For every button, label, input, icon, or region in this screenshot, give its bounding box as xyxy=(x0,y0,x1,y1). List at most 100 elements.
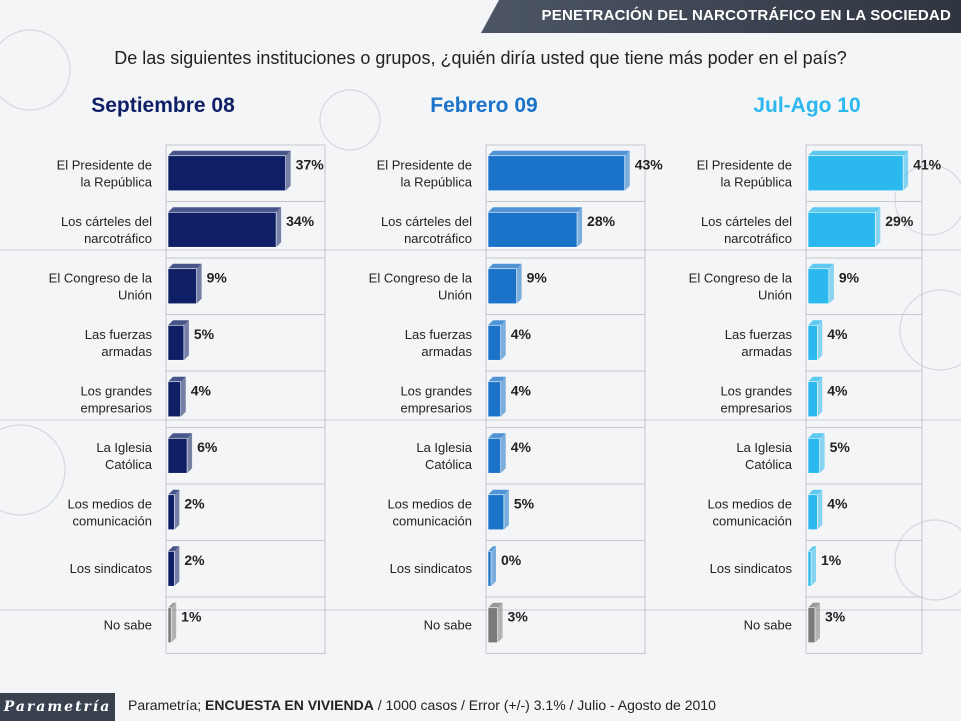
category-label: armadas xyxy=(421,344,472,359)
bar-side xyxy=(503,489,509,530)
bar xyxy=(167,381,182,418)
category-label: Las fuerzas xyxy=(85,327,153,342)
data-label: 1% xyxy=(821,552,842,568)
bar-top xyxy=(808,433,825,439)
bar-side xyxy=(577,207,583,248)
data-label: 4% xyxy=(511,439,532,455)
bar xyxy=(487,211,578,248)
bar-top xyxy=(488,602,503,608)
data-label: 1% xyxy=(181,608,202,624)
category-label: El Presidente de xyxy=(377,157,472,172)
category-label: armadas xyxy=(741,344,792,359)
category-label: comunicación xyxy=(713,513,793,528)
bar-side xyxy=(174,546,180,587)
bar xyxy=(807,494,818,531)
bar-side xyxy=(500,320,506,361)
bar xyxy=(167,607,172,644)
plot-frame xyxy=(805,144,923,654)
data-label: 4% xyxy=(191,382,212,398)
bar-side xyxy=(817,376,823,417)
data-label: 5% xyxy=(194,326,215,342)
bar-top xyxy=(808,207,881,213)
bar-top xyxy=(488,320,506,326)
category-label: No sabe xyxy=(104,617,152,632)
bar-top xyxy=(168,433,193,439)
category-label: la República xyxy=(720,174,792,189)
bar xyxy=(167,211,277,248)
data-label: 34% xyxy=(286,213,315,229)
header-bar: PENETRACIÓN DEL NARCOTRÁFICO EN LA SOCIE… xyxy=(481,0,961,33)
bar-top xyxy=(808,320,823,326)
bar-side xyxy=(875,207,881,248)
category-label: Los medios de xyxy=(707,496,792,511)
category-label: No sabe xyxy=(424,617,472,632)
bar-side xyxy=(183,320,189,361)
question-text: De las siguientes instituciones o grupos… xyxy=(114,48,847,68)
category-label: Unión xyxy=(438,287,472,302)
category-label: El Presidente de xyxy=(57,157,152,172)
bar xyxy=(167,268,197,305)
category-label: narcotráfico xyxy=(84,231,152,246)
data-label: 5% xyxy=(514,495,535,511)
bar-top xyxy=(168,546,180,552)
category-label: empresarios xyxy=(400,400,472,415)
bar-side xyxy=(811,546,816,587)
category-label: Los cárteles del xyxy=(701,214,792,229)
category-label: El Congreso de la xyxy=(689,270,793,285)
plot-frame xyxy=(485,144,646,654)
footer-source: Parametría; ENCUESTA EN VIVIENDA / 1000 … xyxy=(128,697,716,713)
chart-panel-0: Septiembre 08 37% El Presidente de la Repúb… xyxy=(49,94,326,654)
bar xyxy=(487,550,492,587)
bar xyxy=(167,155,286,192)
bar-side xyxy=(276,207,282,248)
category-label: Los grandes xyxy=(80,383,152,398)
chart-title: Febrero 09 xyxy=(430,94,537,117)
bar-top xyxy=(168,150,291,156)
bar-top xyxy=(808,602,820,608)
bar-side xyxy=(500,376,506,417)
category-label: Los cárteles del xyxy=(61,214,152,229)
category-label: No sabe xyxy=(744,617,792,632)
bar xyxy=(487,381,502,418)
bar xyxy=(167,437,188,474)
bar-side xyxy=(285,150,291,191)
bar-side xyxy=(196,263,202,304)
bar-side xyxy=(491,546,496,587)
category-label: Los sindicatos xyxy=(390,561,473,576)
bar-top xyxy=(168,207,282,213)
data-label: 28% xyxy=(587,213,616,229)
bar xyxy=(807,607,816,644)
bar-top xyxy=(488,150,630,156)
chart-title: Jul-Ago 10 xyxy=(753,94,860,117)
data-label: 3% xyxy=(825,608,846,624)
bar-side xyxy=(814,602,820,643)
data-label: 9% xyxy=(207,269,228,285)
bar-top xyxy=(168,320,189,326)
bar-side xyxy=(817,320,823,361)
data-label: 4% xyxy=(511,382,532,398)
category-label: Unión xyxy=(118,287,152,302)
bar xyxy=(487,155,626,192)
chart-title: Septiembre 08 xyxy=(91,94,235,117)
bar-side xyxy=(497,602,503,643)
bar-side xyxy=(171,602,177,643)
bar-top xyxy=(808,376,823,382)
bar-top xyxy=(808,150,909,156)
bar-top xyxy=(488,433,506,439)
bar-side xyxy=(817,489,823,530)
category-label: Católica xyxy=(745,457,793,472)
category-label: narcotráfico xyxy=(404,231,472,246)
bar xyxy=(807,550,812,587)
bar xyxy=(167,494,175,531)
bar-top xyxy=(488,207,583,213)
category-label: armadas xyxy=(101,344,152,359)
bar xyxy=(167,324,185,361)
category-label: Los sindicatos xyxy=(70,561,153,576)
bar-side xyxy=(500,433,506,474)
footer-details: / 1000 casos / Error (+/-) 3.1% / Julio … xyxy=(373,697,716,713)
bar xyxy=(487,437,502,474)
chart-panel-2: Jul-Ago 10 41% El Presidente de la Repúblic… xyxy=(689,94,942,654)
category-label: Los grandes xyxy=(400,383,472,398)
data-label: 9% xyxy=(527,269,548,285)
category-label: La Iglesia xyxy=(416,440,472,455)
